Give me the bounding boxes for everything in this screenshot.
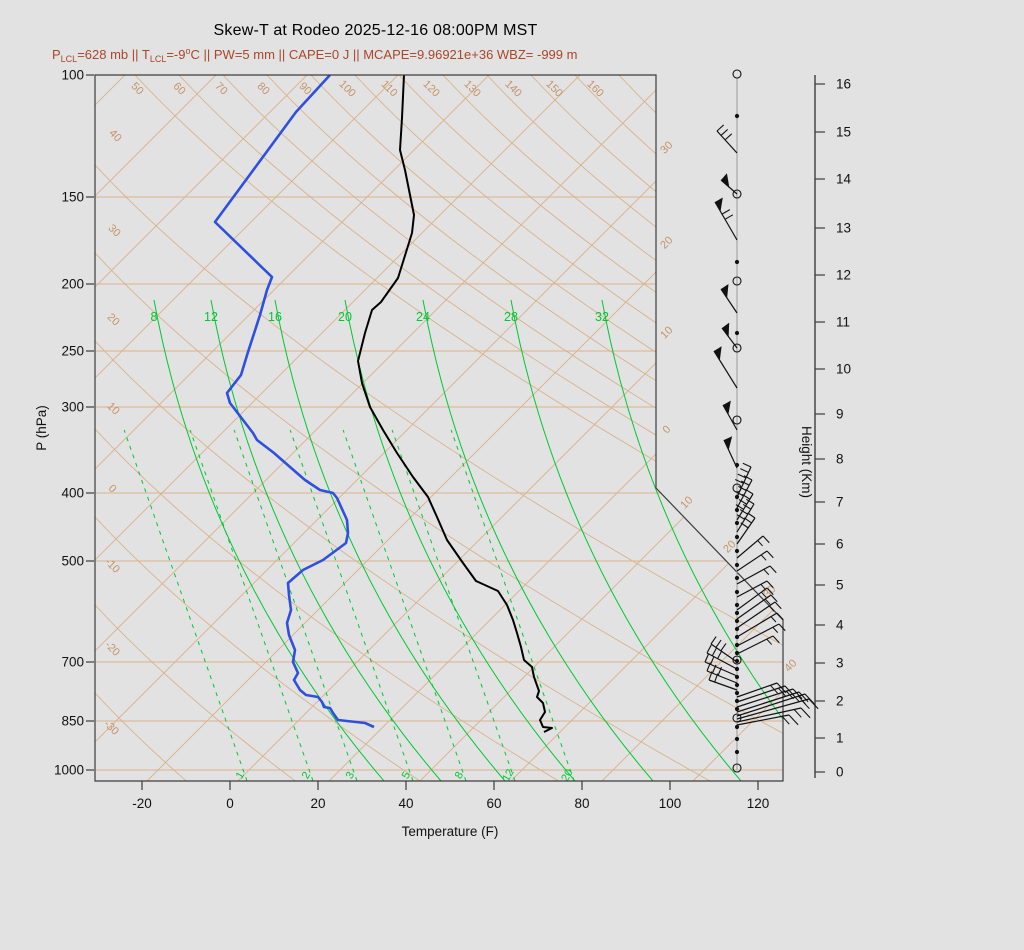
svg-text:-10: -10 bbox=[102, 556, 122, 576]
svg-text:110: 110 bbox=[379, 78, 400, 99]
svg-text:-20: -20 bbox=[132, 796, 152, 811]
svg-text:8: 8 bbox=[453, 770, 466, 781]
svg-text:14: 14 bbox=[836, 172, 852, 187]
svg-text:15: 15 bbox=[836, 125, 851, 140]
subtitle-segment: =628 mb || T bbox=[77, 47, 150, 62]
svg-text:80: 80 bbox=[574, 796, 589, 811]
svg-text:0: 0 bbox=[660, 423, 673, 436]
svg-text:16: 16 bbox=[836, 77, 851, 92]
subtitle-segment: o bbox=[185, 46, 191, 56]
svg-text:250: 250 bbox=[61, 344, 84, 359]
svg-text:20: 20 bbox=[310, 796, 325, 811]
svg-text:20: 20 bbox=[105, 311, 122, 328]
svg-text:30: 30 bbox=[106, 222, 123, 239]
svg-text:6: 6 bbox=[836, 537, 844, 552]
svg-text:8: 8 bbox=[151, 310, 158, 324]
svg-text:70: 70 bbox=[213, 80, 230, 97]
dewpoint-trace bbox=[213, 75, 375, 729]
svg-text:P (hPa): P (hPa) bbox=[34, 405, 49, 451]
svg-text:12: 12 bbox=[500, 767, 517, 784]
grid-lines bbox=[95, 75, 783, 781]
svg-text:1000: 1000 bbox=[54, 763, 84, 778]
svg-text:10: 10 bbox=[658, 324, 675, 341]
svg-text:24: 24 bbox=[416, 310, 430, 324]
svg-text:0: 0 bbox=[226, 796, 234, 811]
svg-text:9: 9 bbox=[836, 407, 844, 422]
svg-text:11: 11 bbox=[836, 315, 850, 330]
svg-text:120: 120 bbox=[420, 78, 441, 99]
svg-text:7: 7 bbox=[836, 495, 844, 510]
svg-text:10: 10 bbox=[836, 362, 851, 377]
svg-text:3: 3 bbox=[836, 656, 844, 671]
subtitle-segment: LCL bbox=[60, 54, 78, 64]
svg-text:40: 40 bbox=[107, 127, 124, 144]
temperature-axis: -20 0 20 40 60 80 100 120 Temperature (F) bbox=[132, 781, 769, 839]
svg-text:500: 500 bbox=[61, 554, 84, 569]
chart-title: Skew-T at Rodeo 2025-12-16 08:00PM MST bbox=[213, 22, 538, 39]
svg-text:Height (Km): Height (Km) bbox=[799, 426, 814, 498]
svg-text:40: 40 bbox=[398, 796, 413, 811]
chart-subtitle: PLCL=628 mb || TLCL=-9oC || PW=5 mm || C… bbox=[52, 46, 577, 64]
svg-text:40: 40 bbox=[782, 657, 799, 674]
svg-text:10: 10 bbox=[678, 494, 695, 511]
svg-text:1: 1 bbox=[836, 731, 844, 746]
svg-text:60: 60 bbox=[171, 80, 188, 97]
moisture-line-labels: 8 12 16 20 24 28 321 2 3 5 8 12 20 bbox=[151, 310, 609, 784]
svg-text:850: 850 bbox=[61, 714, 84, 729]
subtitle-segment: =-9 bbox=[166, 47, 186, 62]
subtitle-segment: C || PW=5 mm || CAPE=0 J || MCAPE=9.9692… bbox=[190, 47, 578, 62]
temperature-trace bbox=[357, 75, 553, 733]
svg-text:5: 5 bbox=[836, 578, 844, 593]
svg-text:130: 130 bbox=[461, 78, 482, 99]
svg-text:150: 150 bbox=[543, 78, 564, 99]
subtitle-segment: P bbox=[52, 47, 61, 62]
svg-text:60: 60 bbox=[486, 796, 501, 811]
svg-text:300: 300 bbox=[61, 400, 84, 415]
svg-text:140: 140 bbox=[502, 78, 523, 99]
pressure-axis: 100 150 200 250 300 400 500 700 850 1000 P (hPa) bbox=[34, 68, 94, 778]
isotherm-adiabat-labels: 50 60 70 80 90 100 110 120 130 140 150 160403020100… bbox=[101, 78, 799, 738]
svg-text:8: 8 bbox=[836, 452, 844, 467]
svg-text:12: 12 bbox=[204, 310, 218, 324]
svg-text:13: 13 bbox=[836, 221, 851, 236]
svg-text:200: 200 bbox=[61, 277, 84, 292]
svg-text:400: 400 bbox=[61, 486, 84, 501]
svg-text:20: 20 bbox=[338, 310, 352, 324]
svg-text:700: 700 bbox=[61, 655, 84, 670]
svg-text:-20: -20 bbox=[102, 639, 122, 659]
svg-text:2: 2 bbox=[836, 694, 844, 709]
svg-text:Temperature (F): Temperature (F) bbox=[402, 824, 499, 839]
svg-text:160: 160 bbox=[584, 78, 605, 99]
svg-text:5: 5 bbox=[400, 770, 413, 781]
svg-text:3: 3 bbox=[344, 770, 357, 781]
svg-text:20: 20 bbox=[658, 234, 675, 251]
svg-text:28: 28 bbox=[504, 310, 518, 324]
svg-text:80: 80 bbox=[255, 80, 272, 97]
svg-text:32: 32 bbox=[595, 310, 609, 324]
svg-text:20: 20 bbox=[559, 767, 576, 784]
svg-text:30: 30 bbox=[658, 139, 675, 156]
svg-text:100: 100 bbox=[659, 796, 682, 811]
svg-text:12: 12 bbox=[836, 268, 851, 283]
svg-text:4: 4 bbox=[836, 618, 844, 633]
svg-text:0: 0 bbox=[836, 765, 844, 780]
svg-text:100: 100 bbox=[336, 78, 357, 99]
svg-text:10: 10 bbox=[105, 400, 122, 417]
svg-text:120: 120 bbox=[747, 796, 770, 811]
wind-barb-column bbox=[704, 69, 819, 773]
plot-boundary bbox=[94, 74, 784, 782]
svg-text:1: 1 bbox=[234, 770, 247, 781]
subtitle-segment: LCL bbox=[149, 54, 167, 64]
svg-text:2: 2 bbox=[300, 770, 313, 781]
svg-text:20: 20 bbox=[721, 538, 738, 555]
svg-text:150: 150 bbox=[61, 190, 84, 205]
svg-text:50: 50 bbox=[129, 80, 146, 97]
svg-text:16: 16 bbox=[268, 310, 282, 324]
svg-text:100: 100 bbox=[61, 68, 84, 83]
